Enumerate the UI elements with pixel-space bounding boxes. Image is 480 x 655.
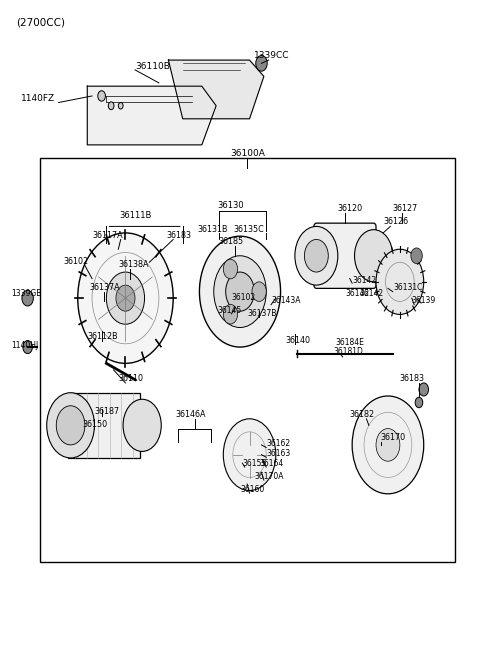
Circle shape: [78, 233, 173, 364]
Text: 36102: 36102: [63, 257, 88, 266]
Bar: [68, 393, 140, 458]
Text: 36182: 36182: [350, 410, 375, 419]
Text: 36185: 36185: [218, 237, 244, 246]
Text: 36130: 36130: [217, 201, 244, 210]
Circle shape: [419, 383, 429, 396]
Text: 36100A: 36100A: [230, 149, 265, 158]
Text: 36137A: 36137A: [90, 284, 120, 292]
Circle shape: [118, 102, 123, 109]
Text: 36131C: 36131C: [394, 283, 423, 291]
Text: 36155: 36155: [242, 458, 266, 468]
Polygon shape: [87, 86, 216, 145]
Text: 1140HJ: 1140HJ: [11, 341, 38, 350]
Text: 36183: 36183: [400, 374, 425, 383]
Text: 1339GB: 1339GB: [11, 290, 41, 298]
Text: 36184E: 36184E: [336, 338, 364, 347]
Text: 36181D: 36181D: [333, 347, 363, 356]
Text: 36162: 36162: [266, 440, 290, 448]
Text: 1339CC: 1339CC: [254, 51, 290, 60]
Circle shape: [107, 272, 144, 324]
Text: 36111B: 36111B: [119, 211, 151, 220]
Text: 36110B: 36110B: [135, 62, 170, 71]
Circle shape: [199, 236, 281, 347]
Text: 1140FZ: 1140FZ: [21, 94, 55, 103]
Text: 36140: 36140: [285, 335, 311, 345]
Circle shape: [22, 290, 34, 306]
Circle shape: [411, 248, 422, 263]
Text: 36135C: 36135C: [234, 225, 264, 234]
Circle shape: [256, 56, 267, 71]
Circle shape: [415, 398, 423, 407]
Circle shape: [352, 396, 424, 494]
Text: 36146A: 36146A: [176, 410, 206, 419]
Text: 36127: 36127: [393, 204, 418, 214]
Text: 36102: 36102: [231, 293, 255, 302]
Circle shape: [226, 272, 254, 311]
Circle shape: [214, 255, 266, 328]
Circle shape: [223, 305, 238, 324]
Text: 36139: 36139: [412, 296, 436, 305]
Text: 36164: 36164: [259, 458, 283, 468]
Text: 36120: 36120: [338, 204, 363, 214]
Text: 36142: 36142: [352, 276, 376, 285]
Text: 36187: 36187: [95, 407, 120, 415]
FancyBboxPatch shape: [314, 223, 376, 288]
Circle shape: [98, 91, 106, 101]
Text: 36145: 36145: [217, 306, 241, 315]
Text: 36142: 36142: [345, 290, 369, 298]
Text: 36131B: 36131B: [197, 225, 228, 234]
Text: 36138A: 36138A: [118, 261, 149, 269]
Circle shape: [108, 102, 114, 109]
Text: 36163: 36163: [266, 449, 290, 458]
Text: 36170A: 36170A: [254, 472, 284, 481]
Text: 36142: 36142: [360, 290, 384, 298]
Text: 36183: 36183: [166, 231, 191, 240]
Circle shape: [355, 230, 393, 282]
Text: 36112B: 36112B: [87, 332, 118, 341]
Text: 36143A: 36143A: [271, 296, 300, 305]
Circle shape: [47, 393, 95, 458]
Text: 36117A: 36117A: [92, 231, 123, 240]
Circle shape: [123, 400, 161, 451]
Circle shape: [116, 285, 135, 311]
Circle shape: [295, 227, 338, 285]
Circle shape: [376, 428, 400, 461]
Text: 36137B: 36137B: [247, 309, 276, 318]
Circle shape: [223, 419, 276, 491]
Polygon shape: [168, 60, 264, 119]
Circle shape: [56, 405, 85, 445]
Text: 36170: 36170: [381, 433, 406, 441]
Text: (2700CC): (2700CC): [16, 18, 65, 28]
Text: 36126: 36126: [383, 217, 408, 227]
Bar: [39, 158, 455, 562]
Text: 36160: 36160: [240, 485, 264, 494]
Text: 36150: 36150: [83, 420, 108, 428]
Text: 36110: 36110: [118, 374, 144, 383]
Circle shape: [223, 259, 238, 279]
Circle shape: [252, 282, 266, 301]
Circle shape: [304, 240, 328, 272]
Circle shape: [376, 250, 424, 314]
Circle shape: [23, 341, 33, 354]
